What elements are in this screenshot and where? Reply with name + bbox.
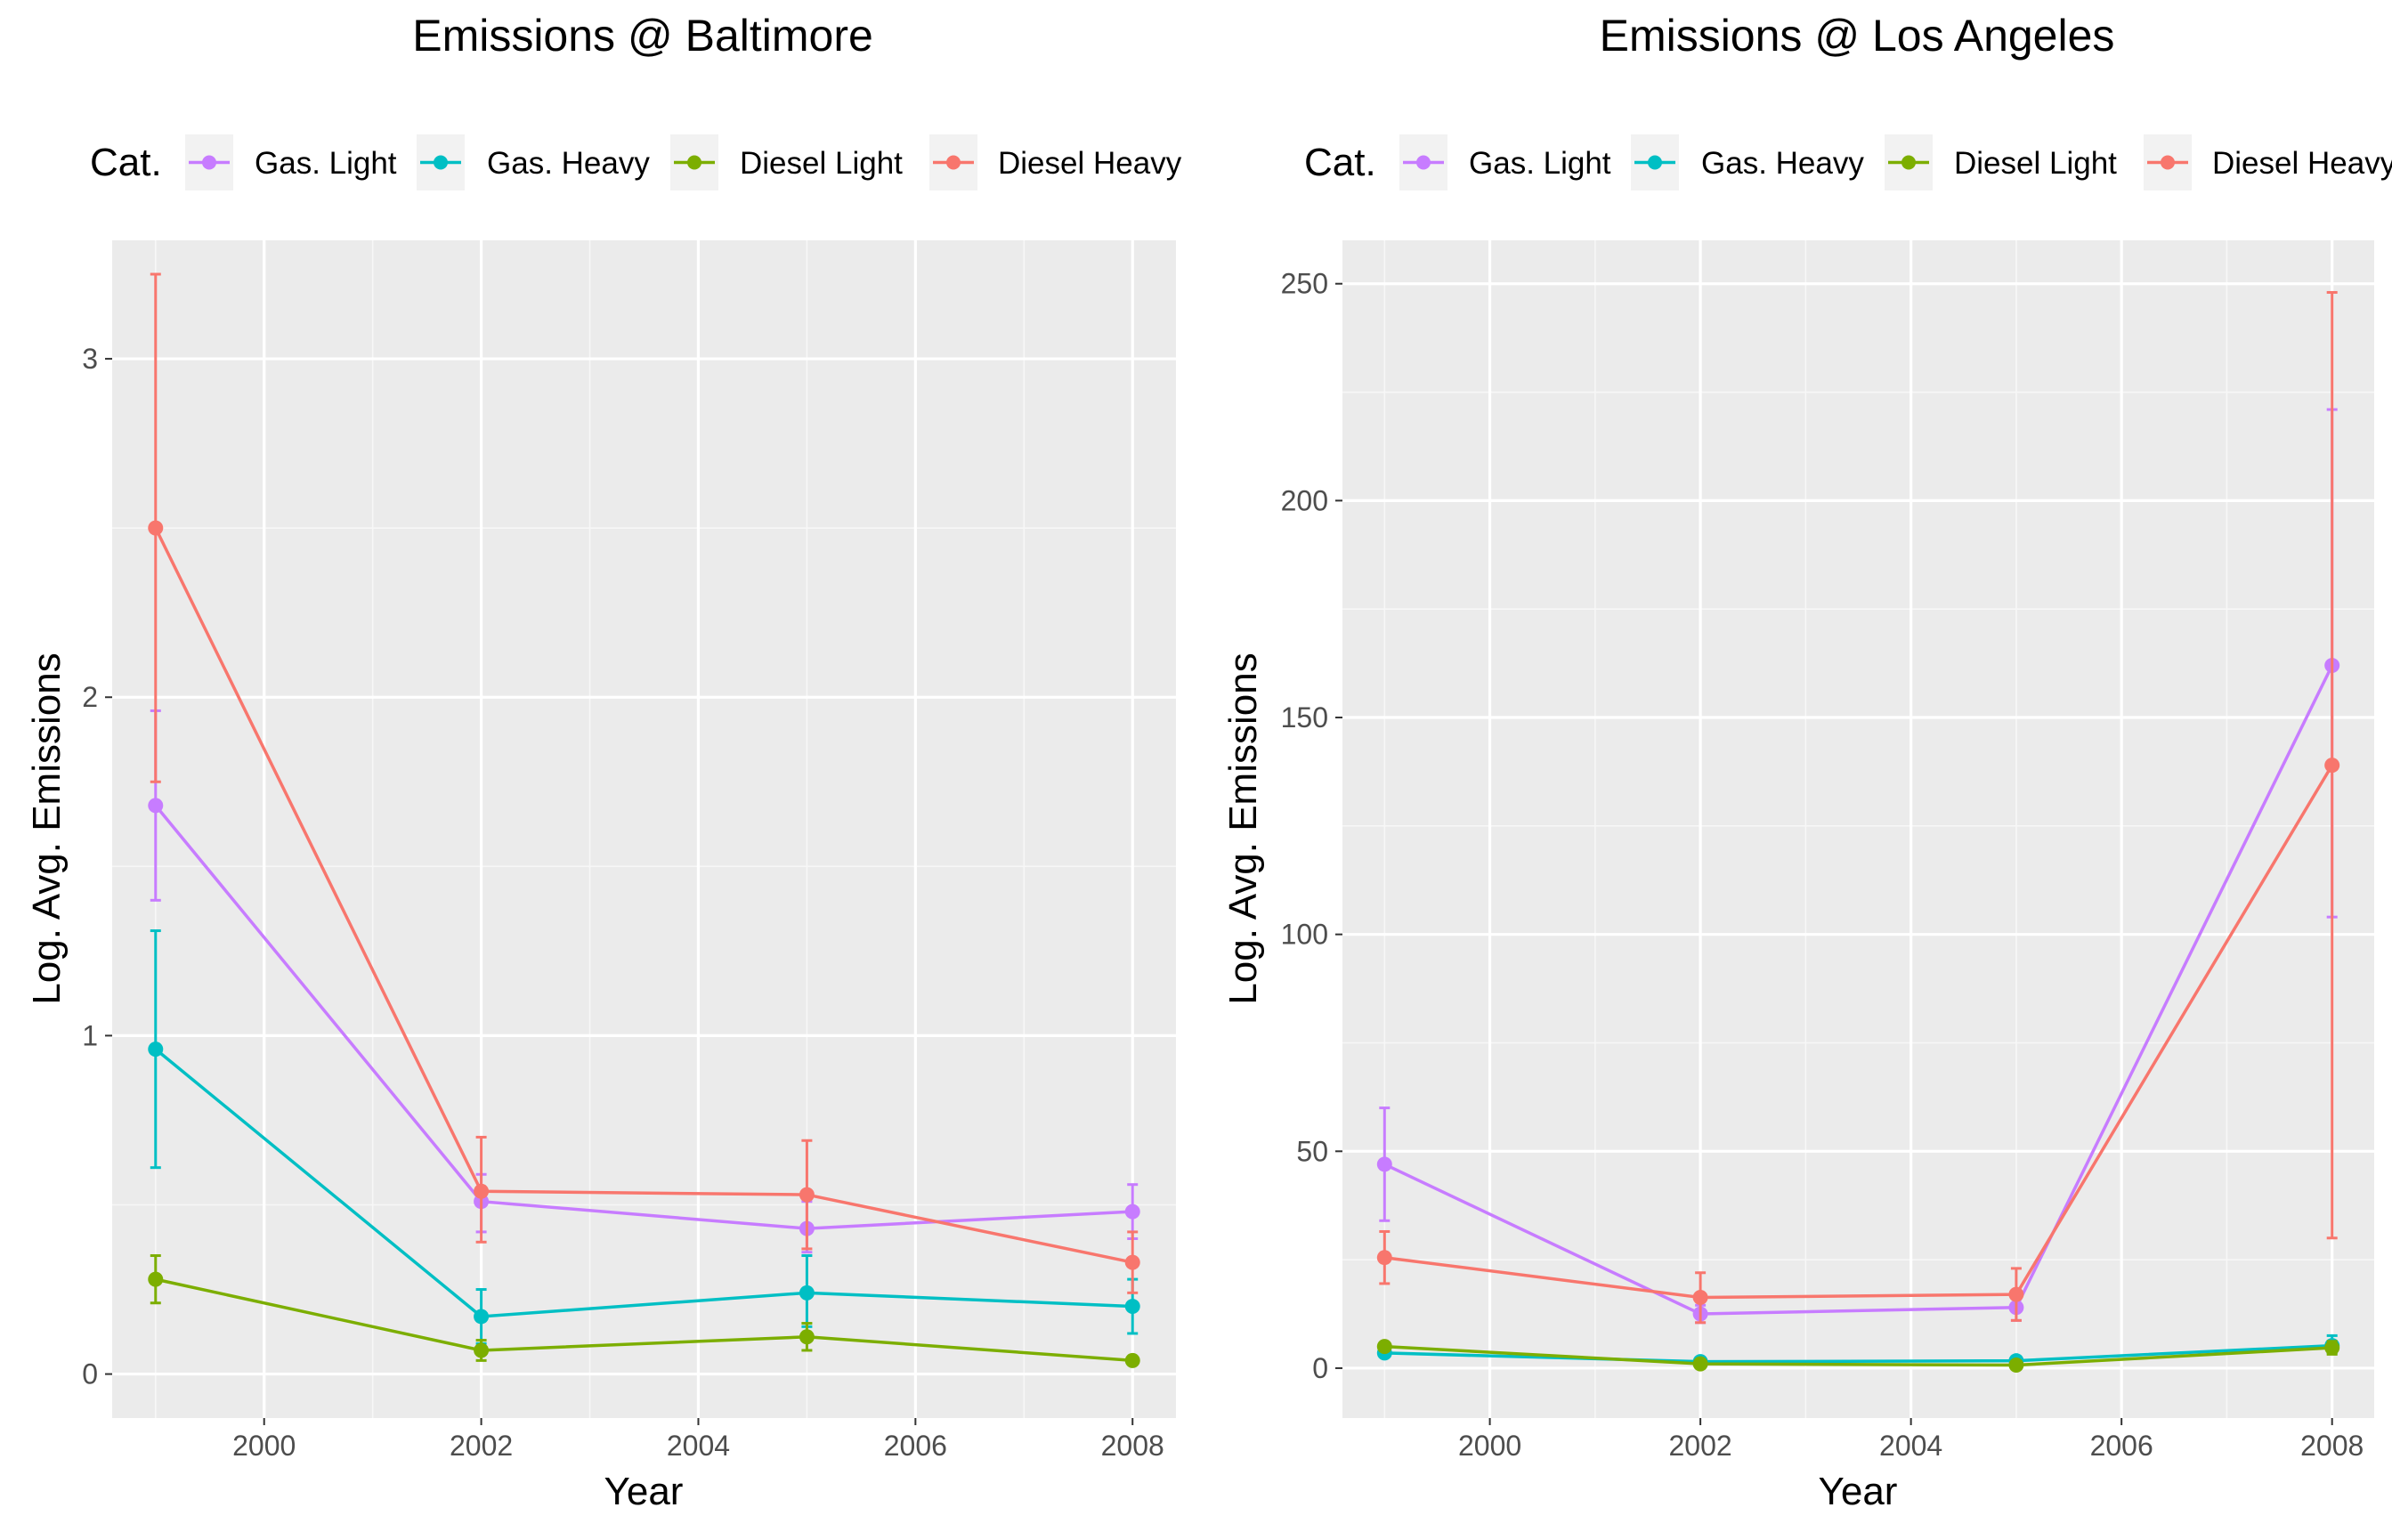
x-tick-label: 2002 [450, 1430, 513, 1462]
x-axis-title: Year [604, 1470, 684, 1513]
data-point-diesel-heavy [1376, 1250, 1392, 1266]
legend-item-gas-light: Gas. Light [185, 134, 397, 190]
plot-background [1342, 240, 2374, 1418]
x-tick-label: 2002 [1669, 1430, 1732, 1462]
legend-label: Gas. Light [1469, 146, 1611, 181]
x-tick-label: 2008 [2300, 1430, 2364, 1462]
axis-ticks: 2000 2002 2004 2006 2008 0 1 2 3 [82, 343, 1164, 1462]
y-tick-label: 0 [82, 1358, 98, 1390]
y-tick-label: 1 [82, 1019, 98, 1051]
plot-background [112, 240, 1176, 1418]
panel-baltimore: Emissions @ Baltimore Cat. Gas. Light Ga… [25, 11, 1182, 1513]
legend-title: Cat. [1304, 141, 1376, 184]
chart-title: Emissions @ Baltimore [412, 11, 873, 61]
legend: Cat. Gas. Light Gas. Heavy [1304, 134, 2392, 190]
series-line-gas-light [1383, 664, 2334, 1316]
y-tick-label: 2 [82, 681, 98, 713]
y-tick-label: 50 [1296, 1135, 1328, 1167]
data-point-diesel-light [474, 1342, 490, 1358]
data-point-diesel-heavy [1692, 1290, 1708, 1306]
x-tick-label: 2006 [2090, 1430, 2153, 1462]
legend-label: Diesel Heavy [2212, 146, 2392, 181]
y-tick-label: 150 [1281, 701, 1328, 734]
data-point-diesel-heavy [2324, 758, 2340, 774]
legend-item-diesel-heavy: Diesel Heavy [2144, 134, 2392, 190]
data-point-diesel-heavy [474, 1183, 490, 1199]
legend-label: Gas. Heavy [487, 146, 650, 181]
data-point-gas-heavy [799, 1285, 815, 1301]
series-line-diesel-heavy [154, 527, 1133, 1264]
series-line-gas-light [154, 804, 1133, 1230]
data-point-gas-light [1376, 1156, 1392, 1172]
plot-marks [148, 272, 1140, 1368]
x-tick-label: 2004 [1879, 1430, 1942, 1462]
data-point-diesel-heavy [1124, 1254, 1140, 1270]
y-tick-label: 250 [1281, 268, 1328, 300]
axis-ticks: 2000 2002 2004 2006 2008 0 50 100 150 200 250 [1281, 268, 2364, 1462]
y-tick-label: 3 [82, 343, 98, 375]
y-tick-label: 0 [1312, 1352, 1328, 1384]
chart-title: Emissions @ Los Angeles [1600, 11, 2115, 61]
panel-los-angeles: Emissions @ Los Angeles Cat. Gas. Light … [1221, 11, 2392, 1513]
legend-label: Diesel Heavy [998, 146, 1182, 181]
legend-label: Diesel Light [1954, 146, 2117, 181]
x-tick-label: 2000 [232, 1430, 296, 1462]
data-point-diesel-light [799, 1329, 815, 1345]
legend-item-diesel-light: Diesel Light [670, 134, 903, 190]
x-tick-label: 2000 [1458, 1430, 1521, 1462]
legend-item-diesel-heavy: Diesel Heavy [929, 134, 1182, 190]
data-point-gas-light [148, 798, 164, 814]
data-point-gas-heavy [1124, 1299, 1140, 1315]
data-point-diesel-light [2008, 1358, 2024, 1374]
series-line-diesel-light [1384, 1344, 2332, 1367]
x-tick-label: 2006 [884, 1430, 947, 1462]
legend-label: Diesel Light [740, 146, 903, 181]
y-axis-title: Log. Avg. Emissions [25, 652, 69, 1004]
y-tick-label: 100 [1281, 919, 1328, 951]
x-axis-title: Year [1819, 1470, 1898, 1513]
data-point-diesel-light [148, 1271, 164, 1287]
data-point-diesel-light [1692, 1356, 1708, 1372]
series-line-gas-heavy [1384, 1343, 2332, 1364]
legend-title: Cat. [90, 141, 162, 184]
legend-item-gas-heavy: Gas. Heavy [417, 134, 650, 190]
plot-marks [1376, 290, 2340, 1374]
y-axis-title: Log. Avg. Emissions [1221, 652, 1265, 1004]
data-point-gas-heavy [474, 1309, 490, 1325]
data-point-diesel-heavy [799, 1187, 815, 1203]
data-point-diesel-heavy [2008, 1286, 2024, 1302]
legend-item-diesel-light: Diesel Light [1885, 134, 2117, 190]
data-point-gas-light [1124, 1204, 1140, 1220]
legend-item-gas-light: Gas. Light [1399, 134, 1611, 190]
data-point-gas-heavy [148, 1042, 164, 1058]
series-line-gas-heavy [154, 1048, 1133, 1318]
legend: Cat. Gas. Light Gas. Heavy [90, 134, 1182, 190]
data-point-diesel-light [1124, 1352, 1140, 1368]
x-tick-label: 2008 [1101, 1430, 1164, 1462]
series-line-diesel-light [155, 1277, 1133, 1363]
x-tick-label: 2004 [667, 1430, 730, 1462]
data-point-diesel-light [2324, 1340, 2340, 1356]
legend-item-gas-heavy: Gas. Heavy [1631, 134, 1864, 190]
y-tick-label: 200 [1281, 484, 1328, 516]
data-point-diesel-light [1376, 1339, 1392, 1355]
data-point-diesel-heavy [148, 520, 164, 536]
series-line-diesel-heavy [1384, 764, 2334, 1300]
legend-label: Gas. Light [255, 146, 397, 181]
legend-label: Gas. Heavy [1701, 146, 1864, 181]
gridlines [1342, 240, 2374, 1418]
